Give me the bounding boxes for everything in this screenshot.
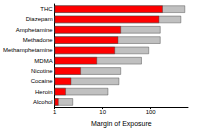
svg-text:Methadone: Methadone xyxy=(23,37,54,43)
svg-text:MDMA: MDMA xyxy=(34,58,52,64)
svg-text:THC: THC xyxy=(40,6,53,12)
svg-text:Heroin: Heroin xyxy=(35,89,53,95)
svg-text:Margin of Exposure: Margin of Exposure xyxy=(91,120,152,128)
svg-text:Nicotine: Nicotine xyxy=(31,68,53,74)
svg-text:1: 1 xyxy=(53,109,57,115)
svg-text:Diazepam: Diazepam xyxy=(26,16,53,22)
svg-text:10: 10 xyxy=(99,109,106,115)
svg-text:100: 100 xyxy=(146,109,157,115)
svg-text:Amphetamine: Amphetamine xyxy=(16,27,54,33)
svg-text:Methamphetamine: Methamphetamine xyxy=(3,47,53,53)
svg-text:Alcohol: Alcohol xyxy=(33,99,53,105)
svg-text:Cocaine: Cocaine xyxy=(31,78,54,84)
